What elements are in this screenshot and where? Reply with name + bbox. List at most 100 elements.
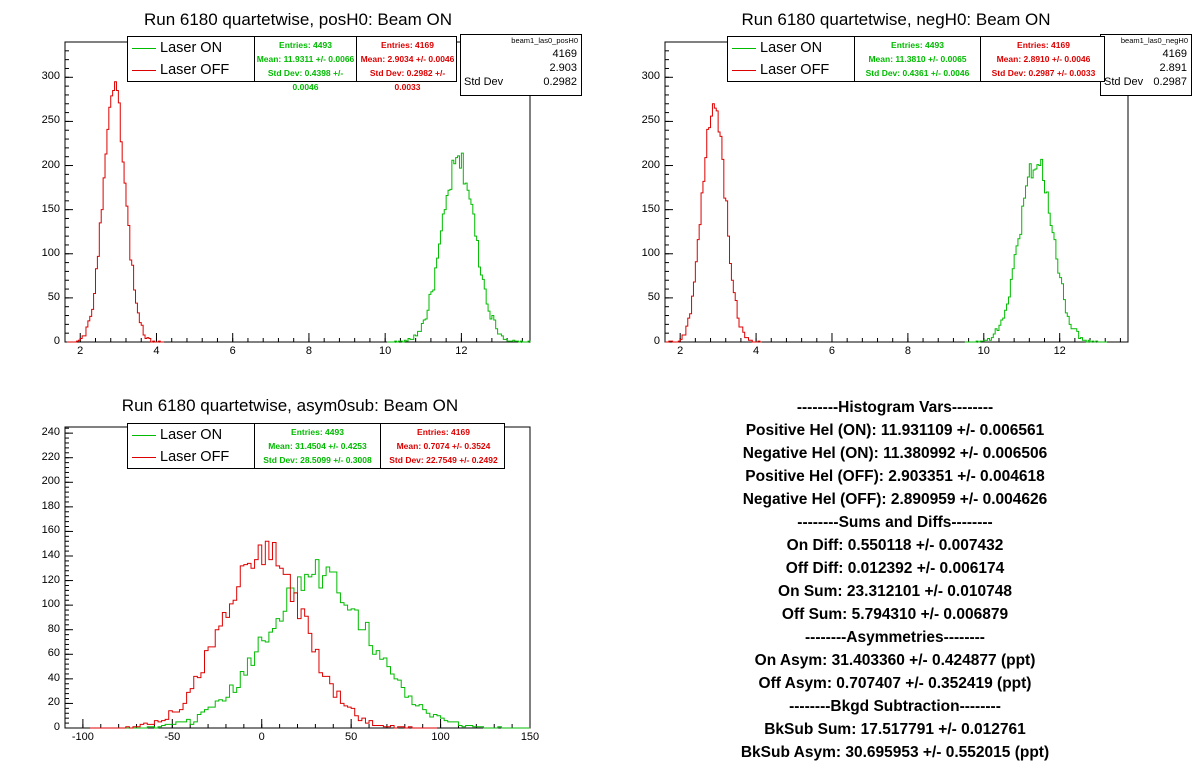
x-tick-label: 8 — [904, 345, 911, 357]
vars-line: --------Sums and Diffs-------- — [797, 514, 993, 531]
stats-box: beam1_las0_posH0 4169 2.903 Std Dev 0.2982 — [460, 34, 582, 96]
series-laser-on — [100, 559, 530, 729]
vars-line: --------Bkgd Subtraction-------- — [789, 698, 1001, 715]
y-tick-label: 180 — [41, 499, 60, 512]
x-tick-label: -100 — [71, 731, 94, 743]
x-tick-label: 100 — [431, 731, 450, 743]
vars-line: Negative Hel (OFF): 2.890959 +/- 0.00462… — [742, 491, 1048, 508]
legend-label: Laser ON — [160, 427, 223, 443]
stats-entries: Entries: 4493 — [291, 427, 344, 437]
y-tick-label: 50 — [47, 290, 60, 303]
stats-box-entries: 4169 — [552, 48, 577, 60]
y-tick-label: 150 — [41, 202, 60, 215]
legend: Laser ON Laser OFF Entries: 4493 Mean: 11.9… — [127, 36, 458, 92]
stats-box-std: 0.2982 — [543, 76, 577, 88]
legend-swatch — [132, 70, 156, 71]
y-tick-label: 200 — [41, 475, 60, 488]
y-tick-label: 300 — [641, 70, 660, 83]
x-tick-label: 50 — [345, 731, 358, 743]
y-tick-label: 40 — [47, 671, 60, 684]
legend: Laser ON Laser OFF Entries: 4493 Mean: 11.3… — [727, 36, 1105, 82]
y-tick-label: 220 — [41, 450, 60, 463]
legend-swatch — [132, 48, 156, 49]
stats-laser-on: Entries: 4493 Mean: 11.9311 +/- 0.0066 Std… — [254, 37, 356, 92]
y-tick-label: 240 — [41, 426, 60, 439]
legend-swatch — [732, 48, 756, 49]
stats-laser-on: Entries: 4493 Mean: 11.3810 +/- 0.0065 Std… — [854, 37, 980, 81]
legend-swatch — [132, 457, 156, 458]
vars-line: Off Sum: 5.794310 +/- 0.006879 — [781, 606, 1009, 623]
y-tick-label: 250 — [641, 114, 660, 127]
series-laser-off — [665, 103, 762, 343]
stats-laser-off: Entries: 4169 Mean: 2.9034 +/- 0.0046 Std … — [356, 37, 458, 92]
vars-line: Off Diff: 0.012392 +/- 0.006174 — [785, 560, 1005, 577]
x-tick-label: 6 — [229, 345, 236, 357]
stats-mean: Mean: 31.4504 +/- 0.4253 — [268, 441, 367, 451]
legend-swatch — [732, 70, 756, 71]
y-tick-label: 150 — [641, 202, 660, 215]
stats-entries: Entries: 4169 — [1017, 40, 1070, 50]
stats-mean: Mean: 11.9311 +/- 0.0066 — [256, 54, 355, 64]
legend-label: Laser ON — [760, 40, 823, 56]
y-tick-label: 0 — [53, 721, 60, 733]
stats-mean: Mean: 2.8910 +/- 0.0046 — [996, 54, 1091, 64]
legend: Laser ON Laser OFF Entries: 4493 Mean: 31.4… — [127, 423, 505, 469]
x-tick-label: 10 — [977, 345, 990, 357]
legend-entry: Laser ON — [130, 426, 252, 446]
y-tick-label: 120 — [41, 573, 60, 586]
chart-title: Run 6180 quartetwise, asym0sub: Beam ON — [121, 396, 459, 415]
series-laser-on — [964, 158, 1108, 343]
stats-std: Std Dev: 0.2982 +/- 0.0033 — [369, 68, 446, 92]
y-tick-label: 160 — [41, 524, 60, 537]
stats-laser-off: Entries: 4169 Mean: 2.8910 +/- 0.0046 Std … — [980, 37, 1106, 81]
stats-mean: Mean: 2.9034 +/- 0.0046 — [360, 54, 455, 64]
stats-laser-on: Entries: 4493 Mean: 31.4504 +/- 0.4253 Std… — [254, 424, 380, 468]
x-tick-label: 150 — [520, 731, 540, 743]
stats-box-std-label: Std Dev — [464, 76, 504, 88]
stats-box-mean: 2.891 — [1159, 62, 1187, 74]
y-tick-label: 100 — [41, 598, 60, 611]
stats-std: Std Dev: 28.5099 +/- 0.3008 — [263, 455, 372, 465]
legend-entry: Laser ON — [730, 39, 852, 59]
chart-title: Run 6180 quartetwise, posH0: Beam ON — [143, 10, 453, 29]
vars-line: --------Asymmetries-------- — [805, 629, 985, 646]
x-tick-label: 4 — [753, 345, 760, 357]
stats-box: beam1_las0_negH0 4169 2.891 Std Dev 0.2987 — [1100, 34, 1192, 96]
x-tick-label: 8 — [305, 345, 312, 357]
y-tick-label: 50 — [647, 290, 660, 303]
x-tick-label: 0 — [258, 731, 265, 743]
stats-entries: Entries: 4493 — [279, 40, 332, 50]
stats-box-entries: 4169 — [1162, 48, 1187, 60]
vars-line: On Asym: 31.403360 +/- 0.424877 (ppt) — [754, 652, 1036, 669]
vars-line: Positive Hel (ON): 11.931109 +/- 0.00656… — [745, 422, 1045, 439]
legend-label: Laser OFF — [160, 62, 230, 78]
x-tick-label: 12 — [455, 345, 468, 357]
stats-std: Std Dev: 0.4398 +/- 0.0046 — [267, 68, 344, 92]
x-tick-label: -50 — [164, 731, 181, 743]
legend-label: Laser OFF — [160, 449, 230, 465]
x-tick-label: 12 — [1053, 345, 1066, 357]
stats-box-name: beam1_las0_negH0 — [1120, 36, 1188, 45]
stats-std: Std Dev: 0.2987 +/- 0.0033 — [991, 68, 1096, 78]
legend-entry: Laser OFF — [130, 448, 252, 468]
legend-entry: Laser ON — [130, 39, 252, 59]
x-tick-label: 10 — [379, 345, 392, 357]
stats-mean: Mean: 0.7074 +/- 0.3524 — [396, 441, 491, 451]
stats-std: Std Dev: 22.7549 +/- 0.2492 — [389, 455, 498, 465]
series-laser-off — [66, 81, 165, 343]
y-tick-label: 250 — [41, 114, 60, 127]
legend-label: Laser OFF — [760, 62, 830, 78]
legend-entry: Laser OFF — [130, 61, 252, 81]
stats-entries: Entries: 4169 — [417, 427, 470, 437]
y-tick-label: 300 — [41, 70, 60, 83]
vars-line: BkSub Sum: 17.517791 +/- 0.012761 — [764, 721, 1026, 738]
y-tick-label: 20 — [47, 696, 60, 709]
legend-swatch — [132, 435, 156, 436]
y-tick-label: 140 — [41, 549, 60, 561]
vars-line: Negative Hel (ON): 11.380992 +/- 0.00650… — [742, 445, 1048, 462]
x-tick-label: 2 — [77, 345, 84, 357]
legend-entry: Laser OFF — [730, 61, 852, 81]
series-laser-on — [387, 152, 531, 343]
stats-box-name: beam1_las0_posH0 — [511, 36, 578, 45]
